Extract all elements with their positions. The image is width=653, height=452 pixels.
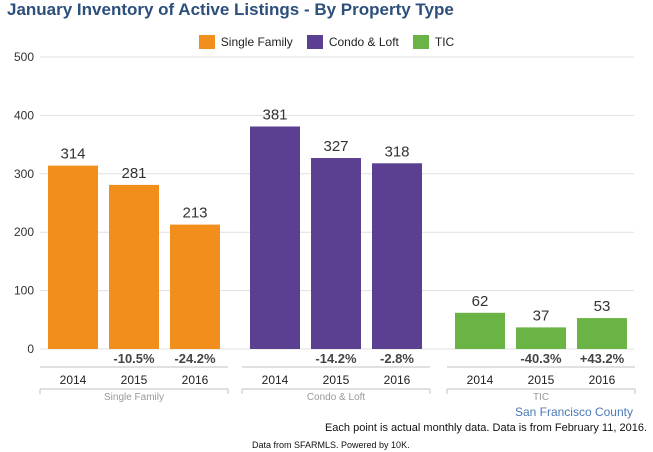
legend-label: TIC	[434, 35, 455, 49]
legend-item-single-family[interactable]: Single Family	[198, 35, 293, 49]
change-label: -10.5%	[113, 351, 155, 366]
bar	[577, 318, 627, 349]
y-tick-label: 500	[14, 50, 34, 64]
x-tick-label: 2015	[528, 373, 555, 387]
group-label: TIC	[533, 392, 549, 403]
bar-value-label: 213	[182, 205, 207, 222]
change-label: -2.8%	[380, 351, 414, 366]
x-tick-label: 2015	[323, 373, 350, 387]
y-tick-label: 400	[14, 108, 34, 122]
y-tick-label: 200	[14, 225, 34, 239]
x-tick-label: 2015	[121, 373, 148, 387]
change-label: +43.2%	[580, 351, 625, 366]
group-label: Condo & Loft	[307, 392, 366, 403]
y-tick-label: 0	[27, 342, 34, 356]
bar	[372, 163, 422, 349]
x-tick-label: 2014	[60, 373, 87, 387]
bar-value-label: 62	[472, 293, 489, 310]
bar-value-label: 53	[594, 298, 611, 315]
x-tick-label: 2014	[262, 373, 289, 387]
bar-value-label: 381	[262, 106, 287, 123]
chart-title: January Inventory of Active Listings - B…	[7, 0, 454, 19]
change-label: -24.2%	[174, 351, 216, 366]
change-label: -14.2%	[315, 351, 357, 366]
bar-value-label: 314	[60, 146, 85, 163]
legend: Single Family Condo & Loft TIC	[0, 35, 653, 49]
bar	[311, 158, 361, 349]
x-tick-label: 2016	[182, 373, 209, 387]
change-label: -40.3%	[520, 351, 562, 366]
legend-item-tic[interactable]: TIC	[412, 35, 455, 49]
legend-label: Single Family	[220, 35, 293, 49]
legend-swatch	[412, 35, 429, 49]
bar	[109, 184, 159, 349]
x-tick-label: 2016	[384, 373, 411, 387]
bar-value-label: 327	[323, 138, 348, 155]
bar	[170, 224, 220, 349]
x-tick-label: 2016	[589, 373, 616, 387]
bar-value-label: 318	[384, 143, 409, 160]
bar	[455, 312, 505, 349]
data-note: Each point is actual monthly data. Data …	[324, 422, 647, 434]
bar	[516, 327, 566, 349]
y-tick-label: 300	[14, 167, 34, 181]
legend-label: Condo & Loft	[328, 35, 399, 49]
group-label: Single Family	[104, 392, 164, 403]
legend-swatch	[306, 35, 323, 49]
bar	[48, 165, 98, 349]
legend-item-condo-loft[interactable]: Condo & Loft	[306, 35, 399, 49]
footer-credit: Data from SFARMLS. Powered by 10K.	[252, 440, 410, 450]
legend-swatch	[198, 35, 215, 49]
y-tick-label: 100	[14, 284, 34, 298]
bar	[250, 126, 300, 349]
county-label: San Francisco County	[514, 405, 633, 419]
x-tick-label: 2014	[467, 373, 494, 387]
bar-value-label: 281	[121, 165, 146, 182]
bar-value-label: 37	[533, 307, 550, 324]
